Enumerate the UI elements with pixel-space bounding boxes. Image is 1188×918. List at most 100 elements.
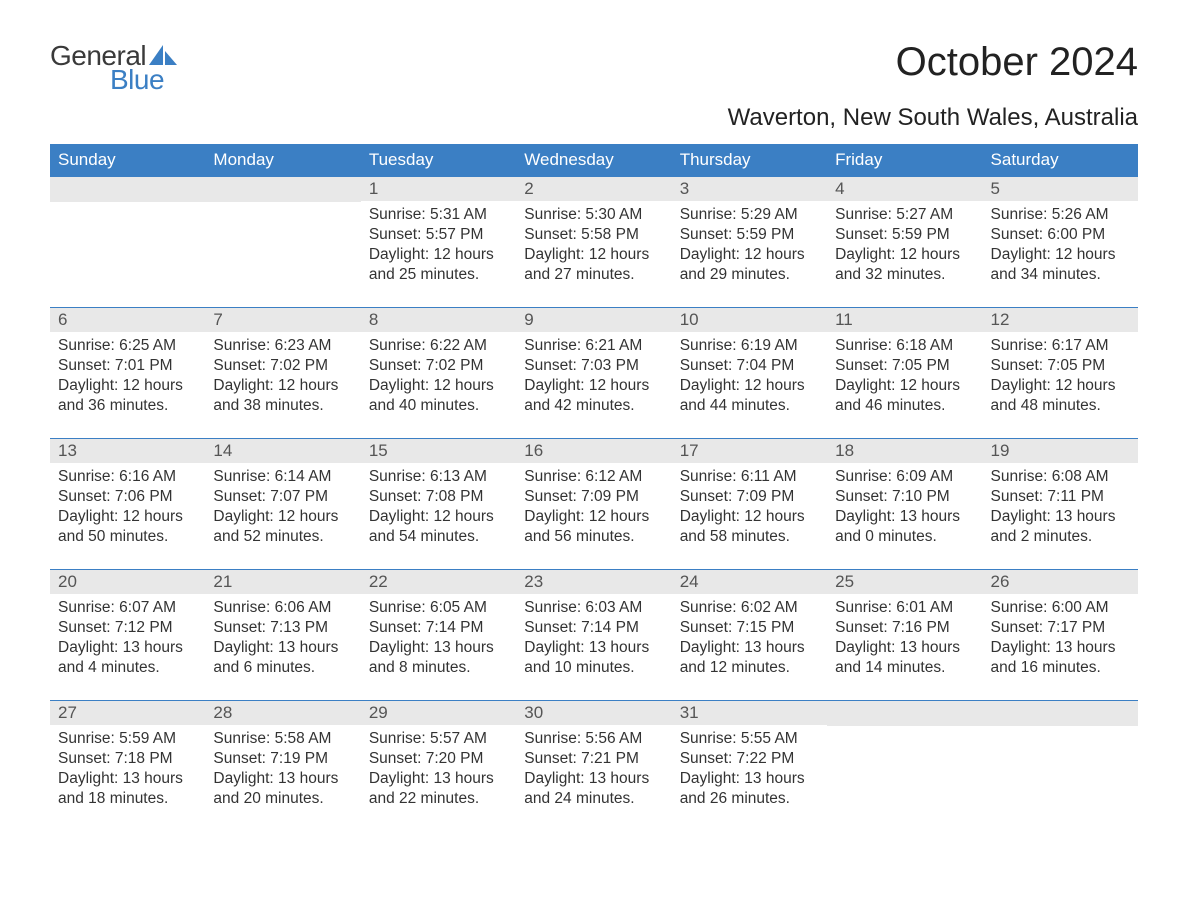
sunrise-text: Sunrise: 6:11 AM [680, 467, 819, 487]
daylight-text: Daylight: 12 hours and 29 minutes. [680, 245, 819, 285]
logo-sail-icon [149, 45, 177, 65]
week-row: 20Sunrise: 6:07 AMSunset: 7:12 PMDayligh… [50, 569, 1138, 700]
day-body: Sunrise: 6:22 AMSunset: 7:02 PMDaylight:… [361, 332, 516, 417]
day-body: Sunrise: 6:05 AMSunset: 7:14 PMDaylight:… [361, 594, 516, 679]
day-number: 14 [205, 439, 360, 463]
sunrise-text: Sunrise: 6:12 AM [524, 467, 663, 487]
sunrise-text: Sunrise: 6:01 AM [835, 598, 974, 618]
daylight-text: Daylight: 13 hours and 8 minutes. [369, 638, 508, 678]
daylight-text: Daylight: 13 hours and 0 minutes. [835, 507, 974, 547]
sunrise-text: Sunrise: 6:21 AM [524, 336, 663, 356]
day-number: 15 [361, 439, 516, 463]
sunrise-text: Sunrise: 6:25 AM [58, 336, 197, 356]
day-cell: 5Sunrise: 5:26 AMSunset: 6:00 PMDaylight… [983, 177, 1138, 307]
day-body: Sunrise: 6:01 AMSunset: 7:16 PMDaylight:… [827, 594, 982, 679]
daylight-text: Daylight: 13 hours and 4 minutes. [58, 638, 197, 678]
day-body: Sunrise: 5:58 AMSunset: 7:19 PMDaylight:… [205, 725, 360, 810]
day-body: Sunrise: 6:17 AMSunset: 7:05 PMDaylight:… [983, 332, 1138, 417]
daylight-text: Daylight: 13 hours and 18 minutes. [58, 769, 197, 809]
sunrise-text: Sunrise: 5:55 AM [680, 729, 819, 749]
day-body: Sunrise: 6:02 AMSunset: 7:15 PMDaylight:… [672, 594, 827, 679]
sunset-text: Sunset: 7:07 PM [213, 487, 352, 507]
day-number: 3 [672, 177, 827, 201]
day-number [827, 701, 982, 726]
sunset-text: Sunset: 7:22 PM [680, 749, 819, 769]
day-cell: 31Sunrise: 5:55 AMSunset: 7:22 PMDayligh… [672, 701, 827, 831]
sunset-text: Sunset: 7:01 PM [58, 356, 197, 376]
day-cell: 28Sunrise: 5:58 AMSunset: 7:19 PMDayligh… [205, 701, 360, 831]
day-cell: 18Sunrise: 6:09 AMSunset: 7:10 PMDayligh… [827, 439, 982, 569]
day-cell: 21Sunrise: 6:06 AMSunset: 7:13 PMDayligh… [205, 570, 360, 700]
day-header-row: SundayMondayTuesdayWednesdayThursdayFrid… [50, 144, 1138, 176]
sunrise-text: Sunrise: 6:17 AM [991, 336, 1130, 356]
day-number: 24 [672, 570, 827, 594]
sunrise-text: Sunrise: 5:30 AM [524, 205, 663, 225]
sunset-text: Sunset: 7:05 PM [835, 356, 974, 376]
sunset-text: Sunset: 7:21 PM [524, 749, 663, 769]
sunrise-text: Sunrise: 5:58 AM [213, 729, 352, 749]
sunrise-text: Sunrise: 6:19 AM [680, 336, 819, 356]
sunset-text: Sunset: 7:13 PM [213, 618, 352, 638]
day-body: Sunrise: 6:03 AMSunset: 7:14 PMDaylight:… [516, 594, 671, 679]
day-body: Sunrise: 6:21 AMSunset: 7:03 PMDaylight:… [516, 332, 671, 417]
day-number: 19 [983, 439, 1138, 463]
sunset-text: Sunset: 5:59 PM [835, 225, 974, 245]
sunset-text: Sunset: 7:05 PM [991, 356, 1130, 376]
day-body: Sunrise: 5:59 AMSunset: 7:18 PMDaylight:… [50, 725, 205, 810]
day-cell: 15Sunrise: 6:13 AMSunset: 7:08 PMDayligh… [361, 439, 516, 569]
daylight-text: Daylight: 12 hours and 40 minutes. [369, 376, 508, 416]
sunrise-text: Sunrise: 5:27 AM [835, 205, 974, 225]
day-number: 20 [50, 570, 205, 594]
day-number: 13 [50, 439, 205, 463]
day-number: 10 [672, 308, 827, 332]
location-text: Waverton, New South Wales, Australia [50, 104, 1138, 132]
day-header-sunday: Sunday [50, 144, 205, 176]
daylight-text: Daylight: 12 hours and 34 minutes. [991, 245, 1130, 285]
day-cell: 26Sunrise: 6:00 AMSunset: 7:17 PMDayligh… [983, 570, 1138, 700]
day-body: Sunrise: 5:29 AMSunset: 5:59 PMDaylight:… [672, 201, 827, 286]
daylight-text: Daylight: 13 hours and 16 minutes. [991, 638, 1130, 678]
sunset-text: Sunset: 7:09 PM [680, 487, 819, 507]
day-cell: 23Sunrise: 6:03 AMSunset: 7:14 PMDayligh… [516, 570, 671, 700]
day-body: Sunrise: 6:12 AMSunset: 7:09 PMDaylight:… [516, 463, 671, 548]
day-cell: 13Sunrise: 6:16 AMSunset: 7:06 PMDayligh… [50, 439, 205, 569]
day-body: Sunrise: 6:23 AMSunset: 7:02 PMDaylight:… [205, 332, 360, 417]
daylight-text: Daylight: 13 hours and 6 minutes. [213, 638, 352, 678]
sunset-text: Sunset: 7:14 PM [524, 618, 663, 638]
sunrise-text: Sunrise: 5:29 AM [680, 205, 819, 225]
sunrise-text: Sunrise: 6:22 AM [369, 336, 508, 356]
calendar: SundayMondayTuesdayWednesdayThursdayFrid… [50, 144, 1138, 831]
sunrise-text: Sunrise: 5:59 AM [58, 729, 197, 749]
day-cell: 7Sunrise: 6:23 AMSunset: 7:02 PMDaylight… [205, 308, 360, 438]
day-cell [983, 701, 1138, 831]
daylight-text: Daylight: 12 hours and 36 minutes. [58, 376, 197, 416]
sunset-text: Sunset: 7:08 PM [369, 487, 508, 507]
day-cell: 20Sunrise: 6:07 AMSunset: 7:12 PMDayligh… [50, 570, 205, 700]
sunset-text: Sunset: 5:58 PM [524, 225, 663, 245]
day-cell: 19Sunrise: 6:08 AMSunset: 7:11 PMDayligh… [983, 439, 1138, 569]
day-cell: 27Sunrise: 5:59 AMSunset: 7:18 PMDayligh… [50, 701, 205, 831]
week-row: 13Sunrise: 6:16 AMSunset: 7:06 PMDayligh… [50, 438, 1138, 569]
sunrise-text: Sunrise: 6:07 AM [58, 598, 197, 618]
week-row: 1Sunrise: 5:31 AMSunset: 5:57 PMDaylight… [50, 176, 1138, 307]
day-body: Sunrise: 6:14 AMSunset: 7:07 PMDaylight:… [205, 463, 360, 548]
sunrise-text: Sunrise: 5:57 AM [369, 729, 508, 749]
day-cell: 16Sunrise: 6:12 AMSunset: 7:09 PMDayligh… [516, 439, 671, 569]
daylight-text: Daylight: 13 hours and 26 minutes. [680, 769, 819, 809]
logo: General Blue [50, 40, 177, 96]
day-number: 11 [827, 308, 982, 332]
day-header-saturday: Saturday [983, 144, 1138, 176]
day-cell: 3Sunrise: 5:29 AMSunset: 5:59 PMDaylight… [672, 177, 827, 307]
sunset-text: Sunset: 5:59 PM [680, 225, 819, 245]
sunset-text: Sunset: 7:04 PM [680, 356, 819, 376]
day-number: 18 [827, 439, 982, 463]
day-body: Sunrise: 6:11 AMSunset: 7:09 PMDaylight:… [672, 463, 827, 548]
sunrise-text: Sunrise: 6:13 AM [369, 467, 508, 487]
sunrise-text: Sunrise: 6:14 AM [213, 467, 352, 487]
header: General Blue October 2024 [50, 40, 1138, 96]
day-number: 25 [827, 570, 982, 594]
day-number: 16 [516, 439, 671, 463]
day-cell: 25Sunrise: 6:01 AMSunset: 7:16 PMDayligh… [827, 570, 982, 700]
day-cell [827, 701, 982, 831]
daylight-text: Daylight: 12 hours and 52 minutes. [213, 507, 352, 547]
